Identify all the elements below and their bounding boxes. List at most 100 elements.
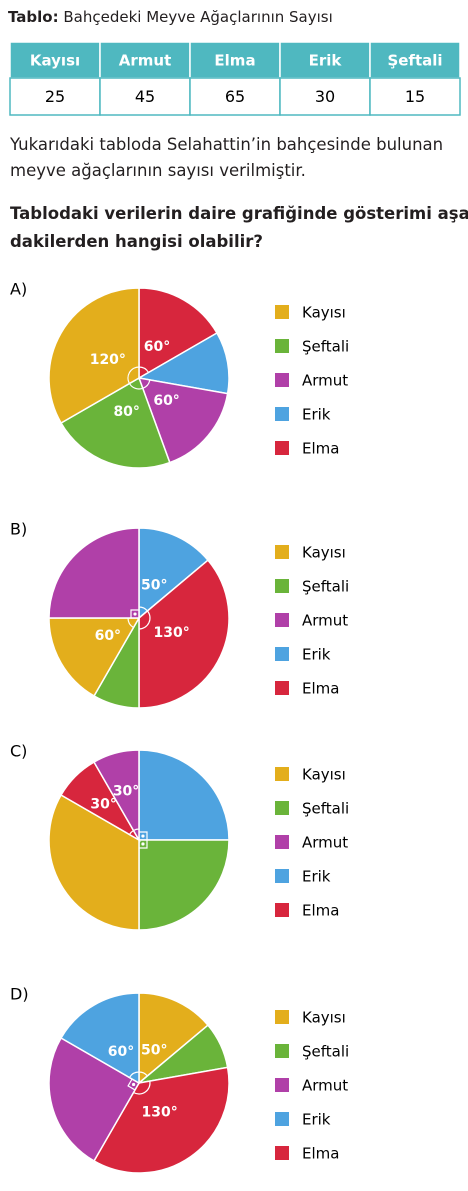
pie-slice [92,1066,230,1174]
right-angle-dot [141,842,145,846]
angle-label: 30° [90,797,116,813]
legend-label: Armut [302,1077,348,1095]
caption-text: Bahçedeki Meyve Ağaçlarının Sayısı [63,8,333,26]
angle-label: 120° [90,352,126,368]
angle-arc [128,1071,140,1078]
cell [189,77,281,116]
right-angle-dot [131,1082,136,1087]
angle-arc [127,366,140,384]
legend-label: Erik [302,646,331,664]
option-label: A) [10,280,27,299]
cell-text: 25 [45,87,65,106]
cell-text: 65 [225,87,245,106]
legend-label: Elma [302,440,339,458]
angle-arc [128,829,134,835]
angle-label: 50° [141,577,167,593]
legend-label: Elma [302,902,339,920]
cell-text: 30 [315,87,335,106]
angle-arc [138,366,150,373]
cell-text: 15 [405,87,425,106]
paragraph: Yukarıdaki tabloda Selahattin’in bahçesi… [10,132,443,184]
header-text: Erik [309,52,343,70]
legend-swatch [275,1112,289,1126]
angle-arc [138,610,151,630]
pie-slice [138,992,210,1085]
legend-swatch [275,767,289,781]
angle-arc [128,383,143,390]
legend-swatch [275,1044,289,1058]
legend-label: Armut [302,372,348,390]
angle-arc [127,617,134,629]
legend-label: Şeftali [302,800,349,818]
paragraph-line: meyve ağaçlarının sayısı verilmiştir. [10,161,306,180]
legend-swatch [275,441,289,455]
right-angle-mark [130,609,140,619]
legend-swatch [275,1146,289,1160]
legend-swatch [275,305,289,319]
angle-label: 60° [153,393,179,409]
pie-slice [138,559,230,709]
legend-label: Kayısı [302,304,346,322]
legend-label: Armut [302,612,348,630]
pie-slice [48,527,140,619]
legend-swatch [275,1078,289,1092]
legend-swatch [275,681,289,695]
cell [279,77,371,116]
angle-label: 60° [108,1044,134,1060]
legend-label: Erik [302,868,331,886]
angle-label: 130° [154,625,190,641]
question: Tablodaki verilerin daire grafiğinde gös… [10,200,468,256]
pie-slice [138,749,230,841]
legend-label: Şeftali [302,578,349,596]
legend-label: Şeftali [302,1043,349,1061]
pie-slice [48,793,140,931]
pie-slice [60,376,171,469]
option-label: D) [10,985,29,1004]
angle-label: 60° [144,339,170,355]
pie-slice [138,527,210,620]
pie-slice [48,1036,141,1162]
right-angle-dot [141,834,145,838]
legend-label: Kayısı [302,1009,346,1027]
pie-slice [138,839,230,931]
legend-label: Erik [302,1111,331,1129]
question-line: dakilerden hangisi olabilir? [10,232,263,251]
legend-swatch [275,339,289,353]
pie-slice [137,377,229,464]
pie-slice [92,749,140,843]
right-angle-mark [127,1078,136,1091]
legend-swatch [275,579,289,593]
angle-arc [142,379,151,389]
angle-label: 60° [95,628,121,644]
legend-label: Kayısı [302,766,346,784]
pie-slice [48,617,141,697]
header-cell [369,41,461,79]
pie-slice [138,287,218,380]
question-line: Tablodaki verilerin daire grafiğinde gös… [10,204,468,223]
legend-swatch [275,835,289,849]
header-text: Kayısı [30,52,80,70]
header-text: Armut [119,52,172,70]
legend-label: Kayısı [302,544,346,562]
cell [9,77,101,116]
legend-swatch [275,1010,289,1024]
angle-arc [138,1071,148,1077]
legend-swatch [275,373,289,387]
legend-label: Şeftali [302,338,349,356]
angle-label: 30° [113,784,139,800]
header-cell [189,41,281,79]
legend-label: Armut [302,834,348,852]
angle-arc [133,1080,151,1095]
right-angle-mark [138,839,148,849]
cell-text: 45 [135,87,155,106]
angle-arc [133,828,140,832]
header-text: Elma [214,52,255,70]
header-text: Şeftali [387,52,442,70]
option-label: C) [10,742,27,761]
legend-swatch [275,801,289,815]
paragraph-line: Yukarıdaki tabloda Selahattin’in bahçesi… [10,135,444,154]
angle-arc [138,606,148,612]
angle-label: 50° [141,1042,167,1058]
